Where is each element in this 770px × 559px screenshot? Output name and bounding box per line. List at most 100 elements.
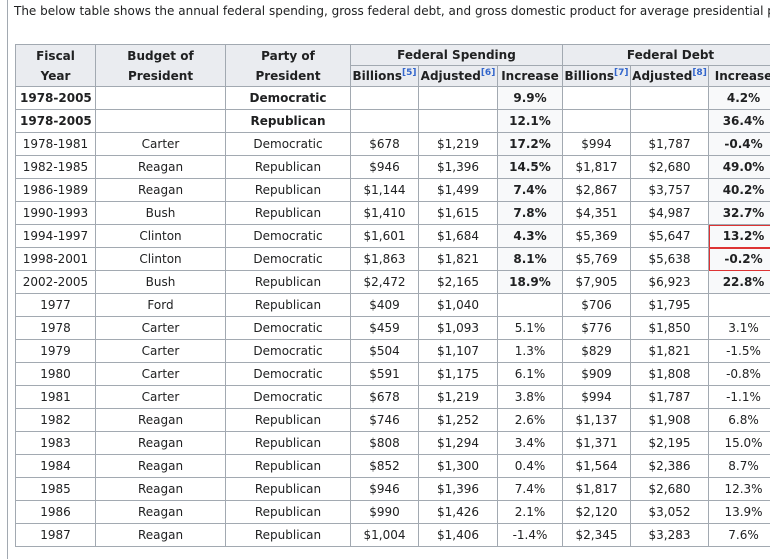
table-cell: [630, 86, 709, 110]
table-cell: 1987: [15, 523, 96, 547]
table-row: 1986-1989 Reagan Republican $1,144 $1,499 7.4…: [15, 178, 770, 202]
table-row: 1990-1993 Bush Republican $1,410 $1,615 7.8% $…: [15, 201, 770, 225]
table-cell: 12.3%: [707, 477, 770, 501]
table-cell: $5,647: [630, 224, 709, 248]
table-cell: -0.8%: [707, 362, 770, 386]
reference-link[interactable]: [8]: [692, 68, 707, 78]
table-cell: $1,004: [350, 523, 419, 547]
table-cell: $5,369: [562, 224, 631, 248]
table-cell: 3.1%: [707, 316, 770, 340]
table-cell: Republican: [225, 454, 351, 478]
table-cell: $1,850: [630, 316, 709, 340]
reference: [7]: [614, 68, 629, 78]
table-cell: $1,787: [630, 385, 709, 409]
table-cell: $2,386: [630, 454, 709, 478]
table-cell: [350, 86, 419, 110]
subheader-label: Adjusted: [632, 69, 693, 83]
table-row: 1985 Reagan Republican $946 $1,396 7.4% $1,817…: [15, 477, 770, 501]
table-cell: [707, 293, 770, 317]
table-cell: 36.4%: [707, 109, 770, 133]
table-cell: 32.7%: [707, 201, 770, 225]
subheader: Adjusted[8]: [630, 65, 709, 87]
table-cell: $409: [350, 293, 419, 317]
table-cell: $852: [350, 454, 419, 478]
table-cell: $946: [350, 155, 419, 179]
subheader: Increase: [497, 65, 563, 87]
table-cell: Clinton: [95, 224, 226, 248]
table-cell: 2002-2005: [15, 270, 96, 294]
table-cell: Clinton: [95, 247, 226, 271]
table-cell: $1,219: [418, 385, 498, 409]
subheader: Increase: [707, 65, 770, 87]
table-cell: $1,821: [418, 247, 498, 271]
table-cell: 49.0%: [707, 155, 770, 179]
table-row: 1982-1985 Reagan Republican $946 $1,396 14.5%…: [15, 155, 770, 179]
table-cell: $3,283: [630, 523, 709, 547]
table-cell: 7.6%: [707, 523, 770, 547]
table-cell: 7.4%: [497, 178, 563, 202]
table-cell: $2,680: [630, 155, 709, 179]
table-cell: 9.9%: [497, 86, 563, 110]
table-cell: -0.4%: [707, 132, 770, 156]
table-cell: 8.7%: [707, 454, 770, 478]
table-cell: $1,406: [418, 523, 498, 547]
table-cell: $994: [562, 132, 631, 156]
table-cell: 3.4%: [497, 431, 563, 455]
table-cell: -1.1%: [707, 385, 770, 409]
table-cell: 12.1%: [497, 109, 563, 133]
table-cell: Republican: [225, 500, 351, 524]
table-cell: $2,345: [562, 523, 631, 547]
table-row: 1982 Reagan Republican $746 $1,252 2.6% $1,137…: [15, 408, 770, 432]
table-cell: $678: [350, 385, 419, 409]
table-cell: Republican: [225, 477, 351, 501]
table-cell: Carter: [95, 339, 226, 363]
table-cell: $1,144: [350, 178, 419, 202]
table-cell: 6.8%: [707, 408, 770, 432]
header: Federal Spending: [350, 44, 563, 66]
table-cell: $706: [562, 293, 631, 317]
table-cell: $5,638: [630, 247, 709, 271]
table-cell: $746: [350, 408, 419, 432]
table-cell: $1,371: [562, 431, 631, 455]
table-cell: [497, 293, 563, 317]
table-cell: Democratic: [225, 316, 351, 340]
table-cell: 1978: [15, 316, 96, 340]
table-row: 1978-2005 Republican 12.1% 36.4%: [15, 109, 770, 133]
reference-link[interactable]: [5]: [402, 68, 417, 78]
subheader-label: Increase: [714, 69, 770, 83]
table-cell: $1,107: [418, 339, 498, 363]
table-row: 1986 Reagan Republican $990 $1,426 2.1% $2,120…: [15, 500, 770, 524]
header: Fiscal Year: [15, 44, 96, 87]
table-cell: $1,863: [350, 247, 419, 271]
table-cell: Bush: [95, 201, 226, 225]
table-cell: 7.8%: [497, 201, 563, 225]
reference-link[interactable]: [6]: [480, 68, 496, 78]
table-cell: 1990-1993: [15, 201, 96, 225]
table-row: 1980 Carter Democratic $591 $1,175 6.1% $909 $1…: [15, 362, 770, 386]
table-row: 1978 Carter Democratic $459 $1,093 5.1% $776 $1…: [15, 316, 770, 340]
table-cell: [95, 86, 226, 110]
reference-link[interactable]: [7]: [614, 68, 629, 78]
table-cell: 1984: [15, 454, 96, 478]
table-cell: $1,396: [418, 155, 498, 179]
table-cell: $1,821: [630, 339, 709, 363]
reference: [6]: [481, 68, 496, 78]
table-cell: $946: [350, 477, 419, 501]
table-cell: $2,867: [562, 178, 631, 202]
table-cell: $591: [350, 362, 419, 386]
table-cell: $459: [350, 316, 419, 340]
table-cell: 15.0%: [707, 431, 770, 455]
header: Budget of President: [95, 44, 226, 87]
spending-table: Fiscal Year Budget of President Party of…: [15, 44, 770, 547]
table-cell: 1978-1981: [15, 132, 96, 156]
table-cell: Reagan: [95, 500, 226, 524]
table-cell: $2,680: [630, 477, 709, 501]
table-cell: 1978-2005: [15, 109, 96, 133]
header: Federal Debt: [561, 44, 770, 66]
table-cell: Republican: [225, 155, 351, 179]
table-cell: $2,165: [418, 270, 498, 294]
table-cell: [350, 109, 419, 133]
subheader-label: Adjusted: [420, 69, 481, 83]
table-cell: 1982: [15, 408, 96, 432]
subheader-label: Increase: [501, 69, 559, 83]
